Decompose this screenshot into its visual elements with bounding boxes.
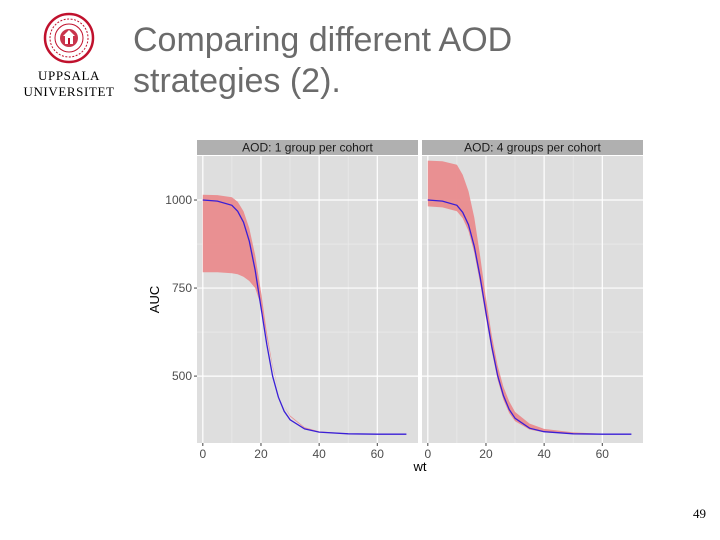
x-tick-label: 0 xyxy=(424,447,431,461)
faceted-chart: AOD: 1 group per cohort 0 20 40 60 AOD: 4 gro… xyxy=(140,132,660,482)
typical-value-line xyxy=(202,199,407,435)
x-tick-label: 40 xyxy=(312,447,326,461)
x-tick-label: 20 xyxy=(479,447,493,461)
page-number: 49 xyxy=(693,506,706,521)
university-seal-icon xyxy=(43,12,95,64)
y-tick-label: 750 xyxy=(172,281,192,295)
slide-title: Comparing different AOD strategies (2). xyxy=(133,20,693,102)
university-logo: UPPSALA UNIVERSITET xyxy=(14,12,124,100)
panel-strip-label: AOD: 1 group per cohort xyxy=(242,141,373,155)
chart-panel-2: AOD: 4 groups per cohort 0 20 40 60 xyxy=(422,140,643,461)
chart-panel-1: AOD: 1 group per cohort 0 20 40 60 xyxy=(197,140,418,461)
confidence-ribbon xyxy=(427,160,632,435)
slide-title-line-2: strategies (2). xyxy=(133,62,341,100)
x-axis-title: wt xyxy=(413,459,427,474)
panel-strip xyxy=(197,140,418,155)
x-tick-label: 40 xyxy=(537,447,551,461)
panel-strip-label: AOD: 4 groups per cohort xyxy=(464,141,601,155)
x-tick-label: 60 xyxy=(371,447,385,461)
panel-strip xyxy=(422,140,643,155)
y-tick-label: 500 xyxy=(172,369,192,383)
confidence-ribbon xyxy=(202,194,407,435)
logo-text-line-2: UNIVERSITET xyxy=(23,84,115,99)
y-axis-title: AUC xyxy=(147,286,162,313)
typical-value-line xyxy=(427,199,632,435)
x-tick-label: 60 xyxy=(596,447,610,461)
y-tick-label: 1000 xyxy=(165,193,192,207)
logo-text-line-1: UPPSALA xyxy=(38,68,100,83)
x-tick-label: 0 xyxy=(199,447,206,461)
slide-title-line-1: Comparing different AOD xyxy=(133,21,513,59)
x-tick-label: 20 xyxy=(254,447,268,461)
